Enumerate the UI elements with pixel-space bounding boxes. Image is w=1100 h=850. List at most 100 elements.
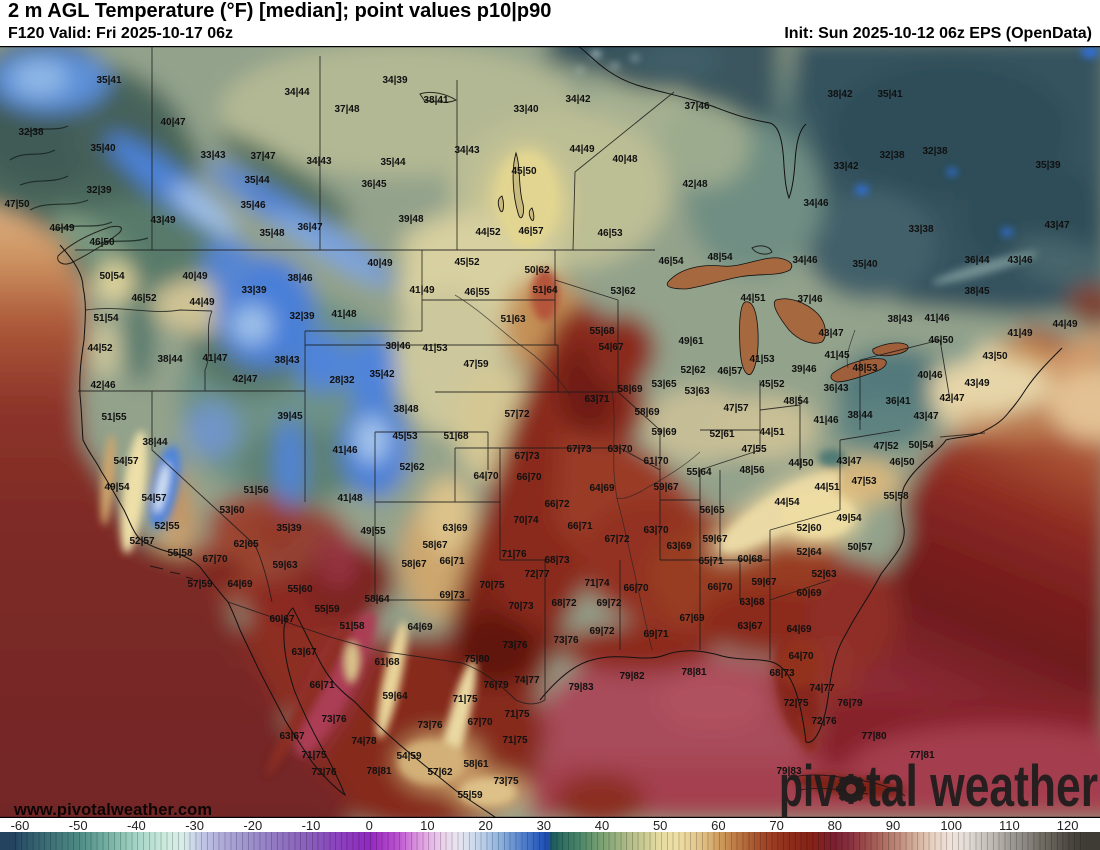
svg-text:49|54: 49|54 <box>836 513 861 524</box>
svg-text:46|50: 46|50 <box>89 237 114 248</box>
svg-text:48|56: 48|56 <box>739 465 764 476</box>
svg-text:38|42: 38|42 <box>827 89 852 100</box>
svg-text:73|76: 73|76 <box>321 714 346 725</box>
svg-text:33|38: 33|38 <box>908 224 933 235</box>
svg-text:73|75: 73|75 <box>493 776 518 787</box>
svg-text:55|58: 55|58 <box>167 548 192 559</box>
svg-text:57|62: 57|62 <box>427 767 452 778</box>
svg-text:34|46: 34|46 <box>792 255 817 266</box>
svg-text:61|70: 61|70 <box>643 456 668 467</box>
svg-text:56|65: 56|65 <box>699 505 724 516</box>
svg-text:71|75: 71|75 <box>502 735 527 746</box>
svg-text:38|44: 38|44 <box>157 354 182 365</box>
svg-text:piv: piv <box>779 754 836 818</box>
svg-text:63|67: 63|67 <box>291 647 316 658</box>
svg-text:64|70: 64|70 <box>473 471 498 482</box>
svg-text:40|49: 40|49 <box>182 271 207 282</box>
svg-text:32|38: 32|38 <box>879 150 904 161</box>
svg-text:68|73: 68|73 <box>544 555 569 566</box>
svg-text:38|44: 38|44 <box>847 410 872 421</box>
svg-text:52|60: 52|60 <box>796 523 821 534</box>
svg-text:40|46: 40|46 <box>917 370 942 381</box>
svg-text:45|52: 45|52 <box>759 379 784 390</box>
svg-text:64|69: 64|69 <box>589 483 614 494</box>
svg-text:35|42: 35|42 <box>369 369 394 380</box>
svg-text:72|75: 72|75 <box>783 698 808 709</box>
svg-text:49|54: 49|54 <box>104 482 129 493</box>
svg-text:32|39: 32|39 <box>289 311 314 322</box>
svg-text:43|47: 43|47 <box>818 328 843 339</box>
svg-text:35|41: 35|41 <box>877 89 902 100</box>
svg-text:51|56: 51|56 <box>243 485 268 496</box>
svg-text:41|46: 41|46 <box>924 313 949 324</box>
svg-text:51|55: 51|55 <box>101 412 126 423</box>
svg-text:52|61: 52|61 <box>709 429 734 440</box>
svg-text:46|50: 46|50 <box>889 457 914 468</box>
svg-text:66|71: 66|71 <box>309 680 334 691</box>
svg-text:55|64: 55|64 <box>686 467 711 478</box>
svg-text:34|43: 34|43 <box>306 156 331 167</box>
svg-text:63|69: 63|69 <box>666 541 691 552</box>
svg-text:75|80: 75|80 <box>464 654 489 665</box>
svg-text:60|69: 60|69 <box>796 588 821 599</box>
svg-text:50|54: 50|54 <box>908 440 933 451</box>
svg-text:70|75: 70|75 <box>479 580 504 591</box>
svg-text:46|54: 46|54 <box>658 256 683 267</box>
svg-text:43|47: 43|47 <box>913 411 938 422</box>
svg-text:57|72: 57|72 <box>504 409 529 420</box>
svg-text:67|70: 67|70 <box>202 554 227 565</box>
svg-text:55|59: 55|59 <box>314 604 339 615</box>
svg-text:34|39: 34|39 <box>382 75 407 86</box>
svg-text:52|62: 52|62 <box>680 365 705 376</box>
svg-text:43|46: 43|46 <box>1007 255 1032 266</box>
svg-text:41|45: 41|45 <box>824 350 849 361</box>
svg-text:74|78: 74|78 <box>351 736 376 747</box>
svg-text:34|44: 34|44 <box>284 87 309 98</box>
svg-text:41|47: 41|47 <box>202 353 227 364</box>
svg-text:38|44: 38|44 <box>142 437 167 448</box>
svg-text:32|38: 32|38 <box>922 146 947 157</box>
svg-text:78|81: 78|81 <box>366 766 391 777</box>
svg-text:48|54: 48|54 <box>707 252 732 263</box>
svg-text:64|69: 64|69 <box>407 622 432 633</box>
svg-text:51|68: 51|68 <box>443 431 468 442</box>
svg-text:66|71: 66|71 <box>439 556 464 567</box>
svg-text:52|57: 52|57 <box>129 536 154 547</box>
svg-text:79|83: 79|83 <box>568 682 593 693</box>
svg-text:59|67: 59|67 <box>653 482 678 493</box>
svg-text:69|72: 69|72 <box>596 598 621 609</box>
svg-text:73|76: 73|76 <box>417 720 442 731</box>
svg-text:59|67: 59|67 <box>702 534 727 545</box>
svg-text:28|32: 28|32 <box>329 375 354 386</box>
svg-text:41|49: 41|49 <box>1007 328 1032 339</box>
svg-text:63|67: 63|67 <box>279 731 304 742</box>
svg-text:46|57: 46|57 <box>717 366 742 377</box>
svg-text:59|69: 59|69 <box>651 427 676 438</box>
svg-text:48|54: 48|54 <box>783 396 808 407</box>
svg-text:60|68: 60|68 <box>737 554 762 565</box>
svg-text:53|60: 53|60 <box>219 505 244 516</box>
svg-text:69|72: 69|72 <box>589 626 614 637</box>
svg-text:42|47: 42|47 <box>939 393 964 404</box>
svg-text:76|79: 76|79 <box>837 698 862 709</box>
svg-text:44|51: 44|51 <box>814 482 839 493</box>
svg-text:35|41: 35|41 <box>96 75 121 86</box>
svg-text:44|50: 44|50 <box>788 458 813 469</box>
svg-text:40|49: 40|49 <box>367 258 392 269</box>
svg-text:58|69: 58|69 <box>634 407 659 418</box>
svg-text:33|42: 33|42 <box>833 161 858 172</box>
svg-text:47|52: 47|52 <box>873 441 898 452</box>
svg-text:59|63: 59|63 <box>272 560 297 571</box>
svg-text:44|51: 44|51 <box>740 293 765 304</box>
svg-text:77|81: 77|81 <box>909 750 934 761</box>
svg-text:51|64: 51|64 <box>532 285 557 296</box>
svg-text:48|53: 48|53 <box>852 363 877 374</box>
svg-text:35|46: 35|46 <box>240 200 265 211</box>
svg-text:34|46: 34|46 <box>803 198 828 209</box>
svg-text:35|40: 35|40 <box>90 143 115 154</box>
svg-text:55|68: 55|68 <box>589 326 614 337</box>
svg-text:70|74: 70|74 <box>513 515 538 526</box>
svg-text:38|45: 38|45 <box>964 286 989 297</box>
svg-text:37|46: 37|46 <box>684 101 709 112</box>
svg-text:44|51: 44|51 <box>759 427 784 438</box>
